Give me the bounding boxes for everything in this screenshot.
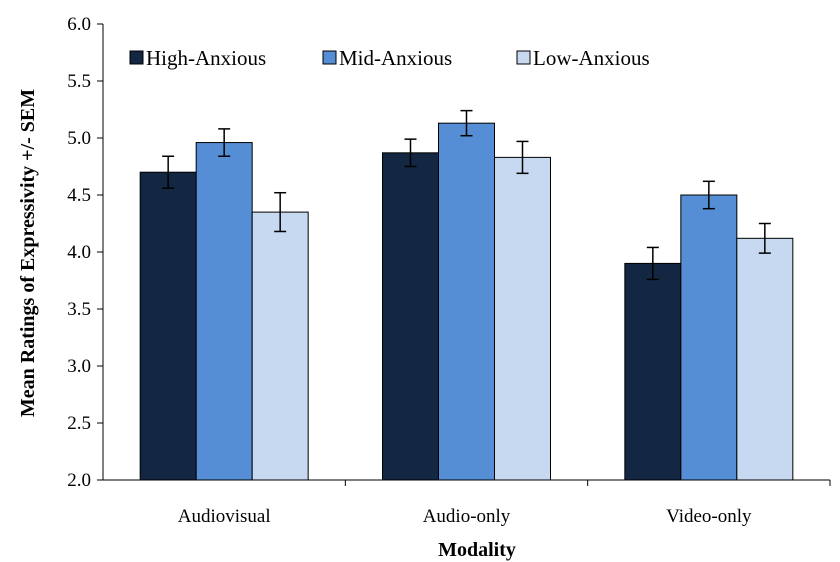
y-tick-label: 2.0 bbox=[67, 470, 91, 491]
legend-swatch bbox=[322, 50, 337, 65]
legend-swatch bbox=[516, 50, 531, 65]
bar bbox=[736, 237, 794, 481]
y-tick-label: 3.5 bbox=[67, 299, 91, 320]
y-tick-label: 5.0 bbox=[67, 128, 91, 149]
bars bbox=[139, 109, 794, 481]
x-tick-label: Audio-only bbox=[423, 506, 511, 527]
bar bbox=[494, 156, 551, 481]
x-axis-tick-labels: Audiovisual Audio-only Video-only bbox=[178, 506, 752, 527]
bar bbox=[438, 122, 495, 481]
legend-label: Mid-Anxious bbox=[339, 46, 452, 70]
bar bbox=[195, 142, 253, 481]
y-axis-title: Mean Ratings of Expressivity +/- SEM bbox=[17, 89, 39, 417]
legend-label: High-Anxious bbox=[146, 46, 266, 70]
bar bbox=[382, 152, 439, 481]
y-tick-label: 2.5 bbox=[67, 413, 91, 434]
bar bbox=[680, 194, 738, 481]
bar bbox=[251, 211, 309, 481]
y-tick-label: 6.0 bbox=[67, 14, 91, 35]
y-tick-label: 3.0 bbox=[67, 356, 91, 377]
bar bbox=[624, 262, 682, 481]
y-tick-label: 5.5 bbox=[67, 71, 91, 92]
x-tick-label: Video-only bbox=[666, 506, 752, 527]
y-tick-label: 4.0 bbox=[67, 242, 91, 263]
legend-label: Low-Anxious bbox=[533, 46, 650, 70]
axes bbox=[102, 24, 831, 486]
y-axis-ticks: 2.0 2.5 3.0 3.5 4.0 4.5 5.0 5.5 6.0 bbox=[67, 14, 103, 491]
y-tick-label: 4.5 bbox=[67, 185, 91, 206]
x-axis-title: Modality bbox=[438, 539, 516, 561]
legend-swatch bbox=[129, 50, 144, 65]
x-tick-label: Audiovisual bbox=[178, 506, 271, 527]
bar bbox=[139, 171, 197, 481]
legend: High-Anxious Mid-Anxious Low-Anxious bbox=[129, 46, 650, 70]
